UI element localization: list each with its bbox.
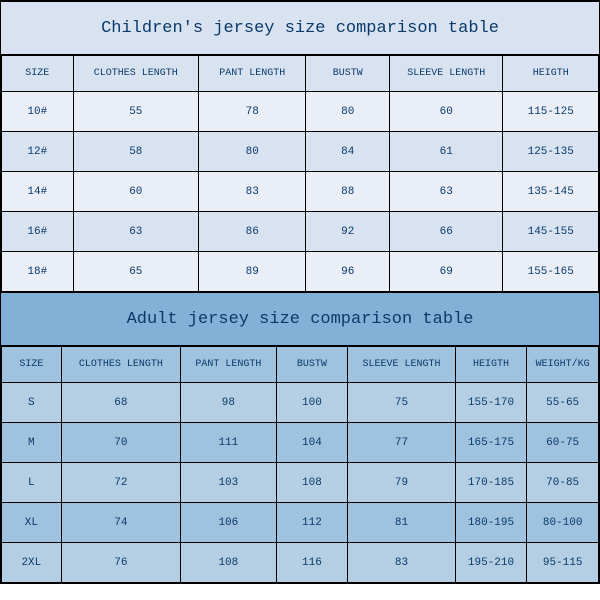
children-title: Children's jersey size comparison table bbox=[1, 1, 599, 55]
col-bust: BUSTW bbox=[276, 347, 348, 383]
col-pant-length: PANT LENGTH bbox=[198, 56, 305, 92]
col-pant-length: PANT LENGTH bbox=[181, 347, 277, 383]
table-row: M7011110477165-17560-75 bbox=[2, 423, 599, 463]
col-size: SIZE bbox=[2, 347, 62, 383]
children-table: SIZE CLOTHES LENGTH PANT LENGTH BUSTW SL… bbox=[1, 55, 599, 292]
table-row: 12#58808461125-135 bbox=[2, 132, 599, 172]
col-clothes-length: CLOTHES LENGTH bbox=[61, 347, 180, 383]
children-header-row: SIZE CLOTHES LENGTH PANT LENGTH BUSTW SL… bbox=[2, 56, 599, 92]
col-bust: BUSTW bbox=[306, 56, 390, 92]
table-row: 2XL7610811683195-21095-115 bbox=[2, 543, 599, 583]
adult-table: SIZE CLOTHES LENGTH PANT LENGTH BUSTW SL… bbox=[1, 346, 599, 583]
children-body: 10#55788060115-125 12#58808461125-135 14… bbox=[2, 92, 599, 292]
size-chart-container: Children's jersey size comparison table … bbox=[0, 0, 600, 584]
adult-header-row: SIZE CLOTHES LENGTH PANT LENGTH BUSTW SL… bbox=[2, 347, 599, 383]
table-row: 16#63869266145-155 bbox=[2, 212, 599, 252]
table-row: 10#55788060115-125 bbox=[2, 92, 599, 132]
table-row: L7210310879170-18570-85 bbox=[2, 463, 599, 503]
children-section: Children's jersey size comparison table … bbox=[1, 1, 599, 292]
adult-title: Adult jersey size comparison table bbox=[1, 292, 599, 346]
col-height: HEIGTH bbox=[503, 56, 599, 92]
col-sleeve-length: SLEEVE LENGTH bbox=[348, 347, 455, 383]
col-clothes-length: CLOTHES LENGTH bbox=[73, 56, 198, 92]
col-weight: WEIGHT/KG bbox=[527, 347, 599, 383]
table-row: XL7410611281180-19580-100 bbox=[2, 503, 599, 543]
adult-body: S689810075155-17055-65 M7011110477165-17… bbox=[2, 383, 599, 583]
col-height: HEIGTH bbox=[455, 347, 527, 383]
table-row: S689810075155-17055-65 bbox=[2, 383, 599, 423]
col-sleeve-length: SLEEVE LENGTH bbox=[390, 56, 503, 92]
table-row: 18#65899669155-165 bbox=[2, 252, 599, 292]
col-size: SIZE bbox=[2, 56, 74, 92]
adult-section: Adult jersey size comparison table SIZE … bbox=[1, 292, 599, 583]
table-row: 14#60838863135-145 bbox=[2, 172, 599, 212]
